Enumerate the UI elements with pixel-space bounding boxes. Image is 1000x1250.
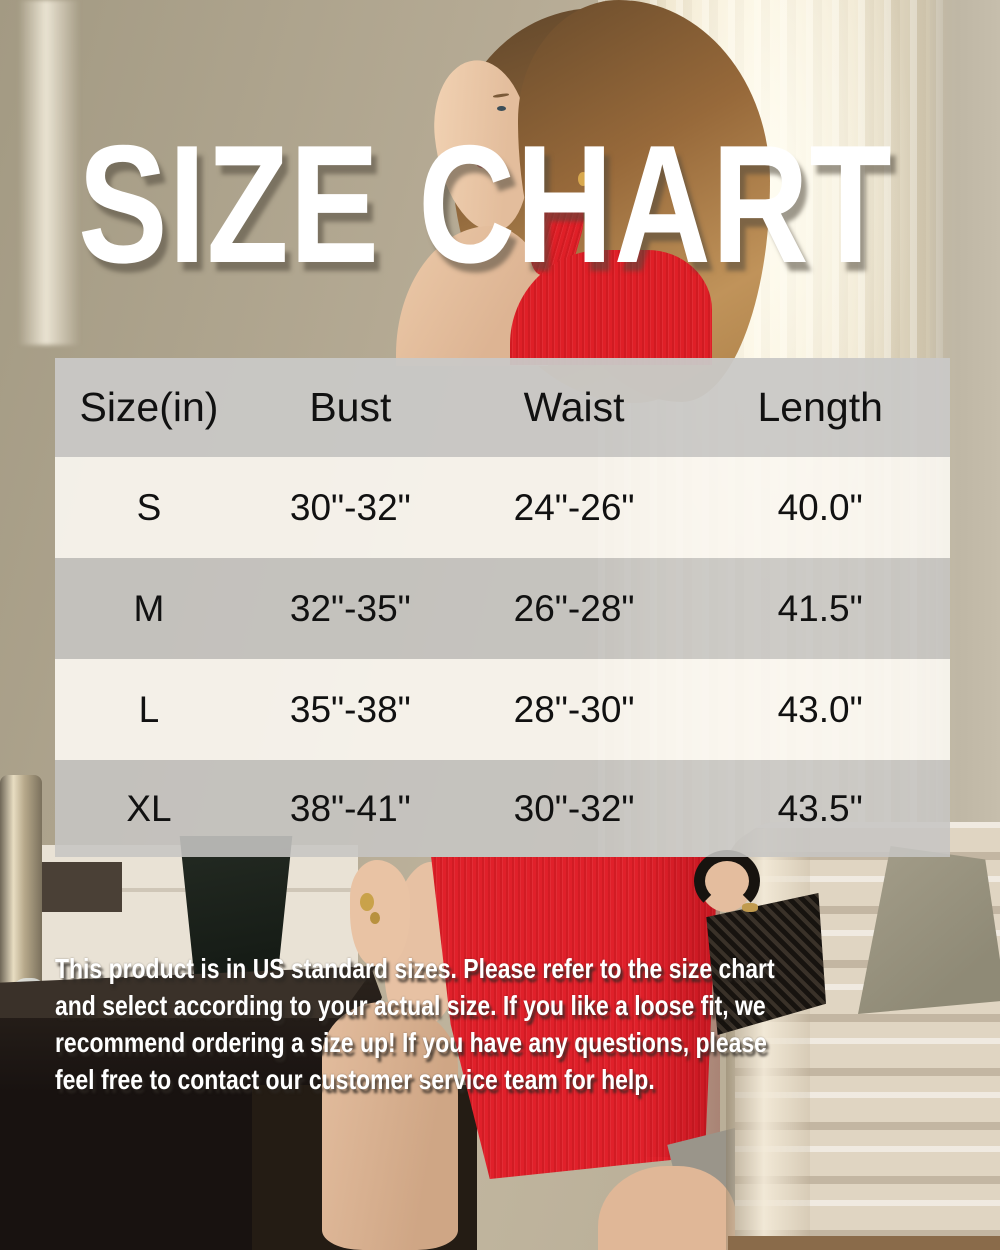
page-title: SIZE CHART	[78, 110, 893, 298]
row-l-length: 43.0"	[690, 659, 950, 760]
size-table: Size(in) Bust Waist Length S 30"-32" 24"…	[55, 358, 950, 857]
header-size: Size(in)	[55, 358, 243, 457]
dress-shading	[640, 857, 720, 1157]
model-right-leg	[598, 1166, 736, 1250]
wood-floor	[728, 1236, 1000, 1250]
row-s-waist: 24"-26"	[457, 457, 691, 558]
row-l-bust: 35"-38"	[242, 659, 458, 760]
row-s-bust: 30"-32"	[242, 457, 458, 558]
size-note: This product is in US standard sizes. Pl…	[55, 950, 775, 1098]
size-note-line-3: recommend ordering a size up! If you hav…	[55, 1027, 767, 1058]
gold-ring-small	[370, 912, 380, 924]
panel-molding	[0, 888, 358, 892]
dress-skirt	[431, 857, 718, 1179]
header-bust: Bust	[242, 358, 458, 457]
header-length: Length	[690, 358, 950, 457]
row-m-length: 41.5"	[690, 558, 950, 659]
row-xl-bust: 38"-41"	[242, 760, 458, 857]
model-right-hand	[350, 860, 410, 966]
row-l-size: L	[55, 659, 243, 760]
size-note-line-1: This product is in US standard sizes. Pl…	[55, 953, 775, 984]
left-curtain	[18, 0, 80, 345]
model-eye	[497, 106, 506, 111]
row-xl-size: XL	[55, 760, 243, 857]
size-note-line-4: feel free to contact our customer servic…	[55, 1064, 655, 1095]
row-m-size: M	[55, 558, 243, 659]
header-waist: Waist	[457, 358, 691, 457]
dark-frame	[30, 862, 122, 912]
row-l-waist: 28"-30"	[457, 659, 691, 760]
model-earring	[578, 172, 588, 186]
row-s-length: 40.0"	[690, 457, 950, 558]
row-s-size: S	[55, 457, 243, 558]
handbag-clasp	[742, 903, 758, 912]
dress-top	[510, 250, 712, 365]
row-xl-length: 43.5"	[690, 760, 950, 857]
row-m-waist: 26"-28"	[457, 558, 691, 659]
row-m-bust: 32"-35"	[242, 558, 458, 659]
size-note-line-2: and select according to your actual size…	[55, 990, 766, 1021]
model-left-leg	[322, 1002, 458, 1250]
gold-ring	[360, 893, 374, 911]
row-xl-waist: 30"-32"	[457, 760, 691, 857]
